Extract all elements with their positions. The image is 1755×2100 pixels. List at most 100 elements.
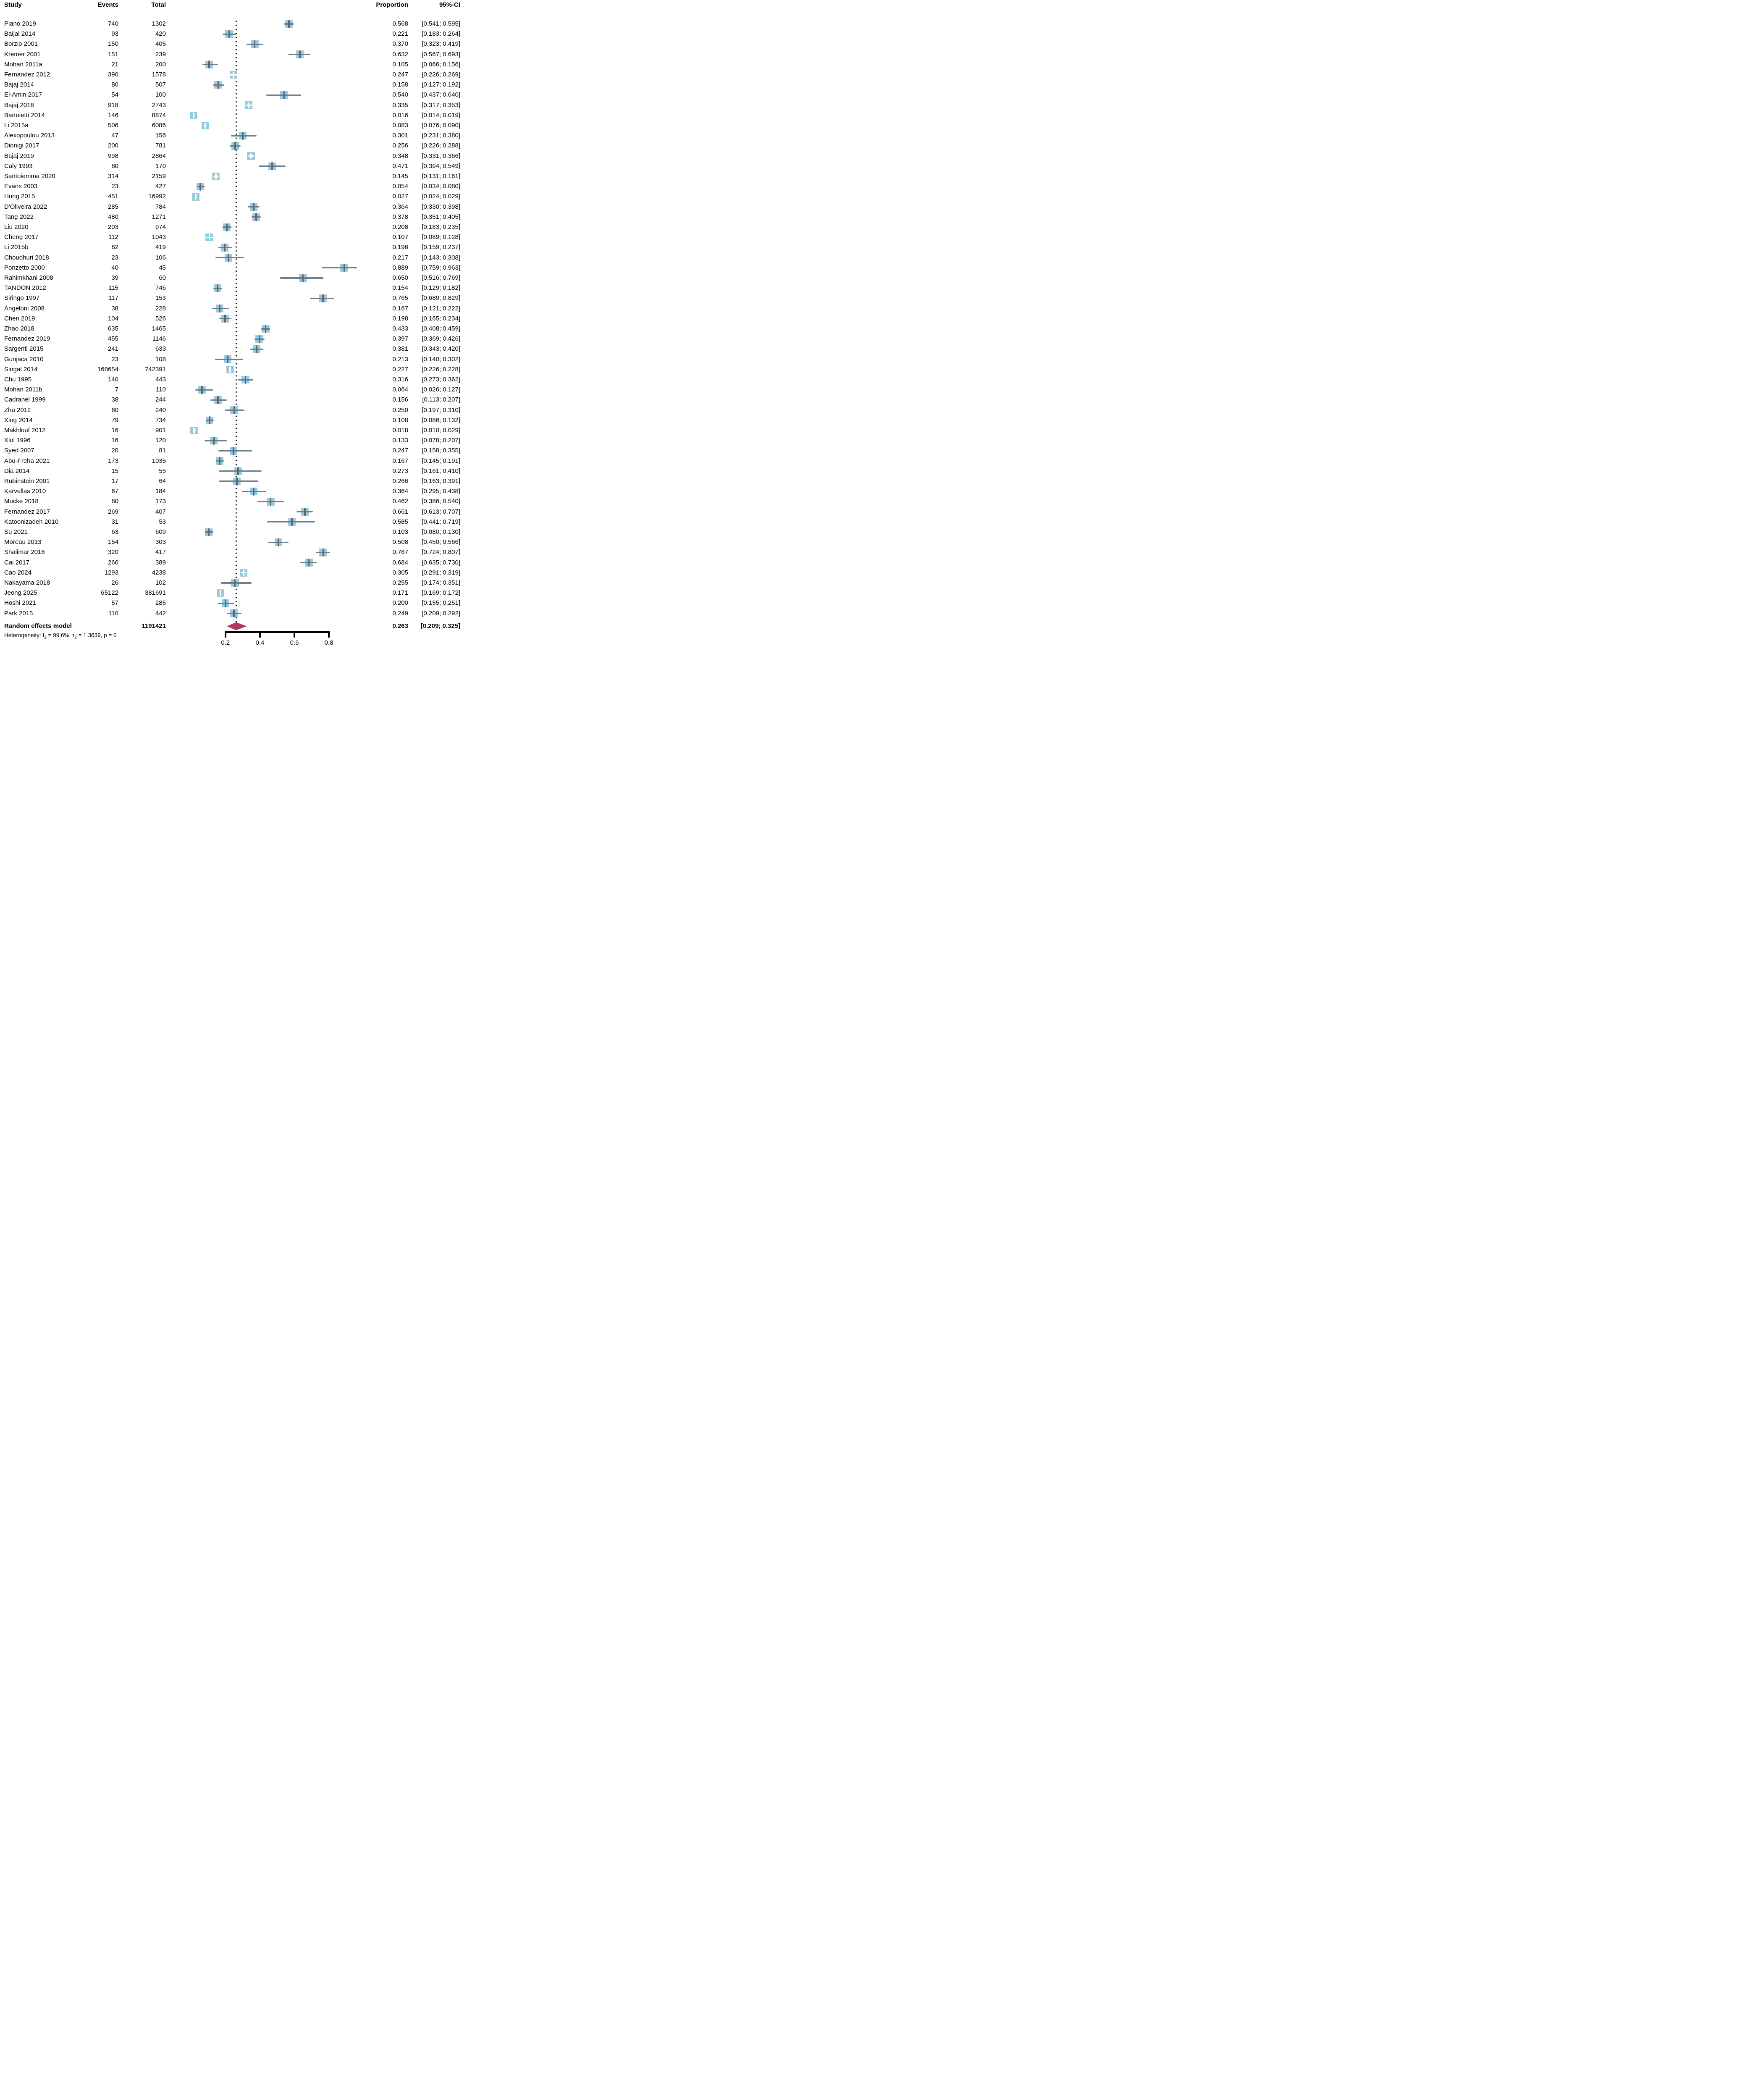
- total-value: 184: [155, 488, 166, 495]
- total-value: 784: [155, 203, 166, 210]
- study-label: Zhu 2012: [4, 406, 31, 414]
- events-value: 54: [111, 91, 118, 99]
- proportion-value: 0.167: [392, 457, 408, 465]
- events-value: 26: [111, 579, 118, 586]
- ci-value: [0.541; 0.595]: [422, 20, 460, 27]
- proportion-value: 0.054: [392, 183, 408, 190]
- forest-plot: Study Events Total Proportion 95%-CI Pia…: [0, 0, 462, 650]
- ci-line: [218, 450, 252, 452]
- heterogeneity-text-end: = 1.3639, p = 0: [76, 632, 117, 638]
- x-axis-tick-label: 0.6: [290, 639, 299, 646]
- ci-value: [0.330; 0.398]: [422, 203, 460, 210]
- proportion-value: 0.027: [392, 193, 408, 200]
- ci-line: [212, 307, 229, 310]
- point-estimate-tick: [270, 497, 272, 506]
- total-value: 609: [155, 528, 166, 536]
- events-value: 38: [111, 304, 118, 312]
- ci-value: [0.567; 0.693]: [422, 50, 460, 58]
- point-estimate-tick: [233, 609, 235, 618]
- study-label: Cheng 2017: [4, 234, 39, 241]
- total-value: 170: [155, 162, 166, 170]
- study-label: Bartoletti 2014: [4, 111, 45, 119]
- ci-value: [0.145; 0.191]: [422, 457, 460, 465]
- events-value: 168654: [97, 365, 118, 373]
- study-label: Cai 2017: [4, 559, 30, 566]
- ci-value: [0.080; 0.130]: [422, 528, 460, 536]
- ci-value: [0.635; 0.730]: [422, 559, 460, 566]
- proportion-value: 0.256: [392, 142, 408, 150]
- study-label: Mucke 2018: [4, 498, 39, 505]
- events-value: 40: [111, 264, 118, 271]
- study-label: Moreau 2013: [4, 538, 42, 546]
- total-value: 405: [155, 40, 166, 48]
- summary-total: 1191421: [142, 622, 166, 630]
- ci-value: [0.516; 0.769]: [422, 274, 460, 281]
- point-estimate-tick: [253, 203, 254, 211]
- point-estimate-tick: [234, 142, 236, 150]
- point-estimate-tick: [236, 477, 238, 486]
- ci-value: [0.197; 0.310]: [422, 406, 460, 414]
- point-estimate-tick: [193, 113, 195, 118]
- proportion-value: 0.364: [392, 203, 408, 210]
- ci-value: [0.273; 0.362]: [422, 376, 460, 383]
- point-estimate-tick: [229, 367, 231, 373]
- proportion-value: 0.198: [392, 315, 408, 322]
- ci-value: [0.323; 0.419]: [422, 40, 460, 48]
- events-value: 15: [111, 467, 118, 475]
- study-label: Bajaj 2014: [4, 81, 34, 89]
- ci-value: [0.076; 0.090]: [422, 122, 460, 129]
- study-label: Singal 2014: [4, 365, 38, 373]
- study-label: Caly 1993: [4, 162, 33, 170]
- total-value: 228: [155, 304, 166, 312]
- events-value: 82: [111, 244, 118, 251]
- study-label: Fernandez 2017: [4, 508, 50, 515]
- total-value: 285: [155, 599, 166, 607]
- study-label: Fernandez 2019: [4, 335, 50, 343]
- ci-line: [215, 358, 243, 360]
- proportion-value: 0.227: [392, 365, 408, 373]
- ci-value: [0.086; 0.132]: [422, 416, 460, 424]
- ci-value: [0.343; 0.420]: [422, 345, 460, 353]
- proportion-value: 0.889: [392, 264, 408, 271]
- point-estimate-tick: [201, 386, 203, 394]
- study-label: Tang 2022: [4, 213, 34, 220]
- total-value: 55: [159, 467, 166, 475]
- heterogeneity-text: Heterogeneity: I: [4, 632, 45, 638]
- events-value: 320: [108, 549, 118, 556]
- study-label: Katoonizadeh 2010: [4, 518, 59, 525]
- proportion-value: 0.348: [392, 152, 408, 160]
- total-value: 239: [155, 50, 166, 58]
- proportion-value: 0.632: [392, 50, 408, 58]
- ci-value: [0.174; 0.351]: [422, 579, 460, 586]
- proportion-value: 0.765: [392, 294, 408, 302]
- total-value: 746: [155, 284, 166, 292]
- study-label: Dionigi 2017: [4, 142, 39, 150]
- total-value: 1146: [152, 335, 166, 343]
- point-estimate-tick: [225, 599, 226, 607]
- events-value: 104: [108, 315, 118, 322]
- ci-value: [0.161; 0.410]: [422, 467, 460, 475]
- study-label: Cadranel 1999: [4, 396, 46, 404]
- diamond-shape: [227, 622, 247, 630]
- ci-value: [0.159; 0.237]: [422, 244, 460, 251]
- point-estimate-tick: [194, 194, 197, 200]
- proportion-value: 0.200: [392, 599, 408, 607]
- study-label: Mohan 2011b: [4, 386, 42, 394]
- point-estimate-tick: [322, 294, 324, 302]
- proportion-value: 0.301: [392, 132, 408, 139]
- ci-value: [0.450; 0.566]: [422, 538, 460, 546]
- ci-line: [310, 297, 334, 299]
- point-estimate-tick: [228, 30, 230, 38]
- point-estimate-tick: [288, 20, 290, 28]
- proportion-value: 0.171: [392, 589, 408, 597]
- ci-value: [0.129; 0.182]: [422, 284, 460, 292]
- point-estimate-tick: [322, 548, 324, 556]
- ci-value: [0.226; 0.269]: [422, 71, 460, 78]
- ci-value: [0.183; 0.264]: [422, 30, 460, 38]
- study-label: Borzio 2001: [4, 40, 38, 48]
- proportion-value: 0.208: [392, 223, 408, 231]
- point-estimate-tick: [248, 102, 249, 108]
- events-value: 506: [108, 122, 118, 129]
- study-label: Bajaj 2018: [4, 101, 34, 109]
- total-value: 507: [155, 81, 166, 89]
